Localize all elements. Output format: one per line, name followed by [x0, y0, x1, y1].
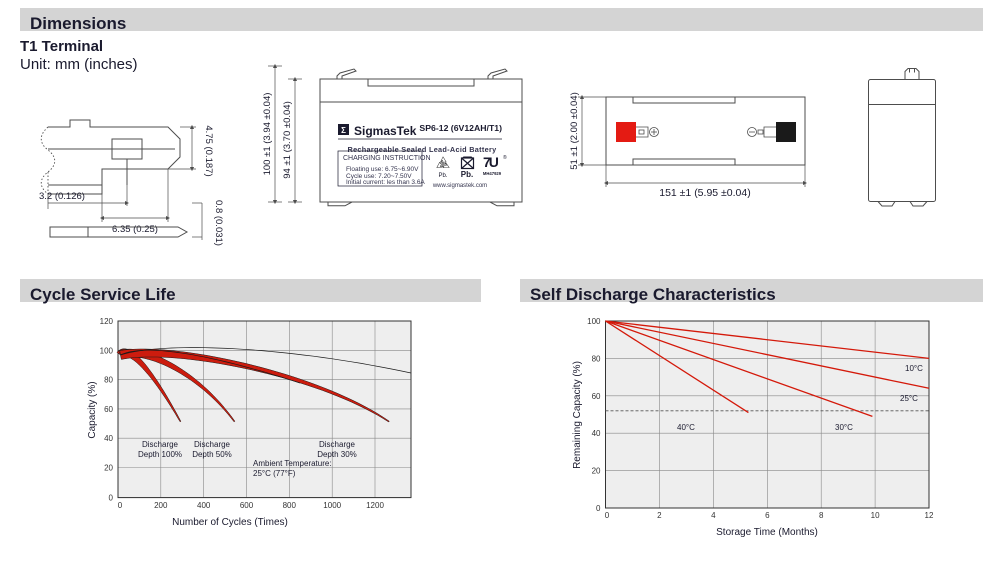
- svg-text:3.2 (0.126): 3.2 (0.126): [39, 191, 85, 202]
- svg-text:Floating use: 6.75~6.90V: Floating use: 6.75~6.90V: [346, 166, 419, 173]
- svg-text:40°C: 40°C: [677, 423, 695, 432]
- svg-text:800: 800: [283, 501, 297, 510]
- svg-text:Depth 50%: Depth 50%: [192, 450, 232, 459]
- svg-text:Remaining Capacity (%): Remaining Capacity (%): [572, 361, 583, 469]
- svg-text:20: 20: [592, 467, 601, 476]
- svg-text:8: 8: [819, 511, 824, 520]
- svg-text:Capacity (%): Capacity (%): [87, 381, 98, 438]
- svg-text:20: 20: [104, 464, 113, 473]
- svg-text:MH47929: MH47929: [483, 171, 502, 176]
- svg-text:®: ®: [503, 154, 507, 161]
- svg-text:200: 200: [154, 501, 168, 510]
- svg-text:Storage Time (Months): Storage Time (Months): [716, 527, 818, 538]
- svg-text:Depth 30%: Depth 30%: [317, 450, 357, 459]
- svg-text:10: 10: [871, 511, 880, 520]
- svg-text:SP6-12 (6V12AH/T1): SP6-12 (6V12AH/T1): [419, 123, 502, 133]
- svg-text:40: 40: [104, 434, 113, 443]
- svg-text:0.8 (0.031): 0.8 (0.031): [213, 200, 224, 246]
- svg-text:Pb.: Pb.: [438, 173, 447, 179]
- svg-text:Pb.: Pb.: [461, 170, 473, 179]
- svg-text:600: 600: [240, 501, 254, 510]
- svg-text:7U: 7U: [483, 154, 499, 170]
- svg-text:40: 40: [592, 429, 601, 438]
- svg-text:25°C: 25°C: [900, 394, 918, 403]
- svg-text:120: 120: [100, 317, 114, 326]
- svg-text:Depth 100%: Depth 100%: [138, 450, 182, 459]
- svg-text:Number of Cycles (Times): Number of Cycles (Times): [172, 517, 288, 528]
- svg-text:80: 80: [592, 354, 601, 363]
- svg-text:400: 400: [197, 501, 211, 510]
- svg-text:2: 2: [657, 511, 662, 520]
- svg-text:30°C: 30°C: [835, 423, 853, 432]
- svg-text:100 ±1 (3.94 ±0.04): 100 ±1 (3.94 ±0.04): [262, 93, 273, 176]
- svg-text:100: 100: [587, 317, 601, 326]
- svg-text:Discharge: Discharge: [142, 440, 179, 449]
- svg-text:60: 60: [592, 392, 601, 401]
- svg-text:151 ±1 (5.95 ±0.04): 151 ±1 (5.95 ±0.04): [659, 187, 751, 199]
- svg-text:SigmasTek: SigmasTek: [354, 124, 417, 138]
- svg-text:Discharge: Discharge: [194, 440, 231, 449]
- svg-text:0: 0: [596, 504, 601, 513]
- svg-text:10°C: 10°C: [905, 364, 923, 373]
- svg-text:80: 80: [104, 376, 113, 385]
- svg-text:Σ: Σ: [341, 126, 346, 135]
- svg-text:60: 60: [104, 405, 113, 414]
- svg-text:94 ±1 (3.70 ±0.04): 94 ±1 (3.70 ±0.04): [282, 101, 293, 179]
- svg-text:6: 6: [765, 511, 770, 520]
- svg-text:12: 12: [925, 511, 934, 520]
- svg-text:Ambient Temperature:: Ambient Temperature:: [253, 459, 332, 468]
- svg-text:25°C (77°F): 25°C (77°F): [253, 469, 296, 478]
- svg-text:1200: 1200: [366, 501, 384, 510]
- svg-text:51 ±1 (2.00 ±0.04): 51 ±1 (2.00 ±0.04): [570, 92, 580, 170]
- svg-text:Discharge: Discharge: [319, 440, 356, 449]
- svg-text:4: 4: [711, 511, 716, 520]
- svg-text:www.sigmastek.com: www.sigmastek.com: [432, 183, 487, 189]
- svg-text:1000: 1000: [323, 501, 341, 510]
- svg-text:0: 0: [118, 501, 123, 510]
- svg-text:0: 0: [109, 494, 114, 503]
- svg-text:6.35 (0.25): 6.35 (0.25): [112, 224, 158, 235]
- svg-text:0: 0: [605, 511, 610, 520]
- svg-text:100: 100: [100, 346, 114, 355]
- svg-text:CHARGING INSTRUCTION: CHARGING INSTRUCTION: [343, 155, 431, 162]
- svg-text:4.75 (0.187): 4.75 (0.187): [203, 125, 214, 176]
- svg-text:Initial current: les than 3.6A: Initial current: les than 3.6A: [346, 179, 425, 186]
